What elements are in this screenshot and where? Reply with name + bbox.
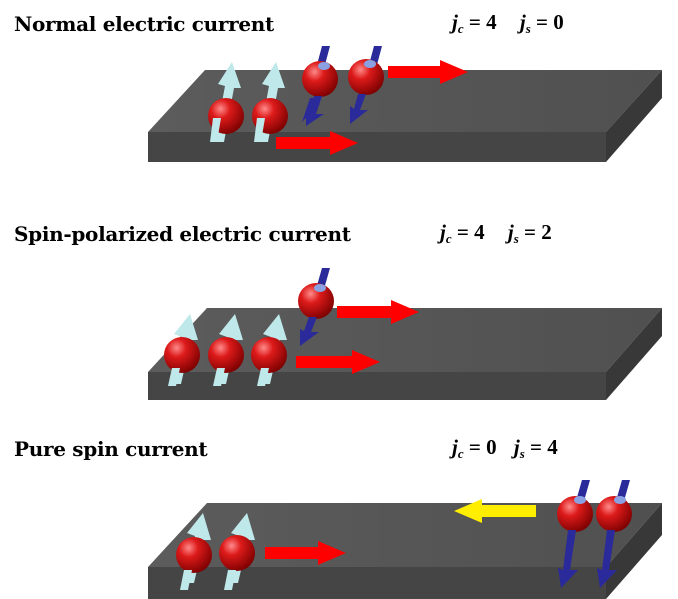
electron-ball bbox=[176, 537, 212, 573]
spin-up-arrow bbox=[213, 368, 225, 386]
panel3-jc-symbol: j bbox=[452, 435, 458, 459]
panel3-jc-sub: c bbox=[457, 446, 464, 461]
panel2-js-symbol: j bbox=[507, 220, 514, 244]
electron-ball bbox=[298, 283, 334, 319]
charge-flow-arrow bbox=[337, 300, 419, 324]
electron-ball bbox=[164, 337, 200, 373]
panel2-js-sub: s bbox=[513, 231, 519, 246]
panel1-jc-sub: c bbox=[457, 21, 464, 36]
charge-flow-arrow bbox=[296, 350, 380, 374]
spin-indicator bbox=[574, 496, 586, 504]
spin-up-arrow bbox=[257, 368, 269, 386]
panel2-js-value: = 2 bbox=[524, 220, 552, 244]
electron-ball bbox=[208, 337, 244, 373]
electron-ball bbox=[348, 59, 384, 95]
panel3-equations: jc = 0 js = 4 bbox=[452, 435, 558, 462]
spin-down-arrow bbox=[300, 317, 319, 346]
panel3-title: Pure spin current bbox=[14, 437, 208, 461]
panel1-js-value: = 0 bbox=[536, 10, 564, 34]
panel1-js-sub: s bbox=[525, 21, 531, 36]
panel1-jc-value: = 4 bbox=[468, 10, 497, 34]
spin-indicator bbox=[614, 496, 626, 504]
electron-ball bbox=[251, 337, 287, 373]
electron-ball bbox=[557, 496, 593, 532]
spin-indicator bbox=[364, 60, 376, 68]
spin-up-arrow bbox=[224, 570, 236, 590]
electron-ball bbox=[302, 61, 338, 97]
spin-flow-arrow bbox=[454, 499, 536, 523]
spin-down-arrow bbox=[558, 530, 578, 588]
spin-up-arrow bbox=[180, 570, 192, 590]
spin-up-arrow bbox=[168, 368, 180, 386]
panel2-jc-symbol: j bbox=[440, 220, 446, 244]
panel2-jc-sub: c bbox=[445, 231, 452, 246]
spin-up-arrow bbox=[254, 118, 265, 142]
panel2-title: Spin-polarized electric current bbox=[14, 222, 351, 246]
spin-down-arrow bbox=[597, 530, 617, 588]
spin-up-arrow bbox=[210, 118, 221, 142]
electron-ball bbox=[219, 535, 255, 571]
panel3-js-sub: s bbox=[519, 446, 525, 461]
charge-flow-arrow bbox=[388, 60, 468, 84]
panel1-js-symbol: j bbox=[519, 10, 526, 34]
panel3-js-symbol: j bbox=[513, 435, 520, 459]
charge-flow-arrow bbox=[265, 541, 346, 565]
charge-flow-arrow bbox=[276, 131, 358, 155]
panel2-equations: jc = 4 js = 2 bbox=[440, 220, 552, 247]
spin-indicator bbox=[314, 284, 326, 292]
panel1-equations: jc = 4 js = 0 bbox=[452, 10, 564, 37]
panel1-jc-symbol: j bbox=[452, 10, 458, 34]
spin-down-arrow bbox=[350, 94, 368, 124]
panel3-jc-value: = 0 bbox=[468, 435, 497, 459]
panel3-js-value: = 4 bbox=[530, 435, 558, 459]
panel2-jc-value: = 4 bbox=[456, 220, 485, 244]
panel1-title: Normal electric current bbox=[14, 12, 274, 36]
spin-down-arrow bbox=[306, 96, 324, 126]
electron-ball bbox=[596, 496, 632, 532]
spin-indicator bbox=[318, 62, 330, 70]
